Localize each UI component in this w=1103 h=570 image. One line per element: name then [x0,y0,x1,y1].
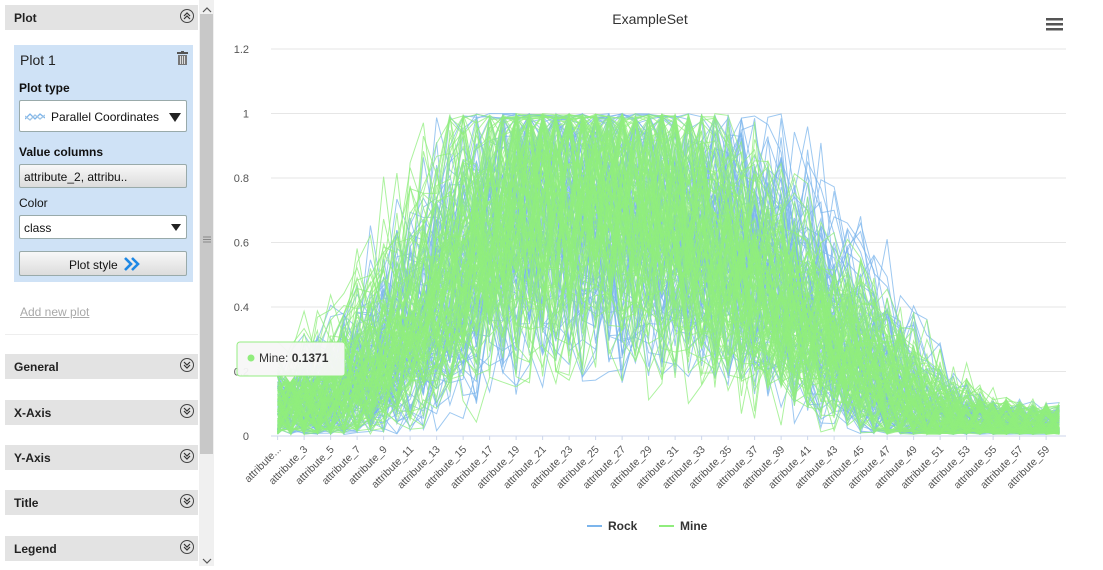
series-line-mine[interactable] [277,114,1060,432]
legend-label-rock: Rock [608,519,638,533]
tooltip-series: Mine [259,351,285,365]
title-section-label: Title [14,496,39,510]
y-tick-label: 1 [243,109,249,121]
expand-icon[interactable] [180,494,194,508]
expand-icon[interactable] [180,404,194,418]
plot-card-title: Plot 1 [20,52,56,68]
value-columns-label: Value columns [19,145,104,159]
scroll-down-icon[interactable] [202,552,212,570]
plot-type-select[interactable]: Parallel Coordinates [19,100,187,132]
series-line-mine[interactable] [277,115,1060,435]
expand-icon[interactable] [180,358,194,372]
series-line-mine[interactable] [277,117,1060,434]
y-tick-label: 0.8 [234,173,249,185]
plot-config-panel: Plot Plot 1 Plot type Parallel Coordinat… [0,0,199,566]
legend-label-mine: Mine [680,519,708,533]
expand-icon[interactable] [180,449,194,463]
plot-style-button[interactable]: Plot style [19,251,187,276]
grip-icon [203,230,211,248]
svg-text:Mine: 0.1371: Mine: 0.1371 [259,351,329,365]
double-chevron-right-icon [123,257,141,276]
series-line-mine[interactable] [277,190,1060,434]
series-line-mine[interactable] [277,113,1060,436]
series-lines [277,112,1060,436]
color-select[interactable]: class [19,215,187,239]
series-line-mine[interactable] [277,136,1060,435]
color-label: Color [19,196,48,210]
collapse-icon[interactable] [180,9,194,23]
general-section-header[interactable]: General [5,354,198,379]
add-new-plot-link[interactable]: Add new plot [20,305,90,319]
y-tick-label: 0.4 [234,302,249,314]
y-tick-label: 0.6 [234,238,249,250]
tooltip: Mine: 0.1371 [236,341,346,384]
value-columns-value: attribute_2, attribu.. [24,170,128,184]
plot-section-header[interactable]: Plot [5,5,198,30]
chart-legend: Rock Mine [587,519,708,533]
series-line-mine[interactable] [277,116,1060,434]
tooltip-separator: : [285,351,292,365]
series-line-mine[interactable] [277,114,1060,435]
series-line-mine[interactable] [277,112,1060,435]
legend-section-header[interactable]: Legend [5,536,198,561]
plot-style-label: Plot style [69,258,118,272]
series-line-mine[interactable] [277,115,1060,434]
plot-card: Plot 1 Plot type Parallel Coordinates Va… [14,45,193,282]
series-line-mine[interactable] [277,114,1060,435]
parallel-coordinates-chart: ExampleSet 00.20.40.60.811.2 attribute..… [234,11,1066,533]
series-line-mine[interactable] [277,113,1060,435]
series-line-mine[interactable] [277,115,1060,435]
tooltip-value: 0.1371 [292,351,329,365]
legend-section-label: Legend [14,542,57,556]
series-line-mine[interactable] [277,112,1060,435]
x-axis: attribute...attribute_3attribute_5attrib… [242,436,1052,491]
expand-icon[interactable] [180,540,194,554]
y-tick-label: 0 [243,431,249,443]
scroll-up-icon[interactable] [202,1,212,19]
divider [5,334,198,335]
scrollbar-thumb[interactable] [200,14,213,454]
chart-title: ExampleSet [612,11,688,27]
series-line-mine[interactable] [277,158,1060,436]
y-axis-section-header[interactable]: Y-Axis [5,445,198,470]
plot-type-value: Parallel Coordinates [51,110,160,124]
x-axis-section-label: X-Axis [14,406,52,420]
plot-type-label: Plot type [19,81,70,95]
y-tick-label: 1.2 [234,44,249,56]
parallel-coordinates-icon [24,110,46,128]
hamburger-menu-icon[interactable] [1046,18,1063,31]
tooltip-dot-icon [247,354,255,362]
value-columns-button[interactable]: attribute_2, attribu.. [19,164,187,188]
plot-section-label: Plot [14,11,37,25]
x-axis-section-header[interactable]: X-Axis [5,400,198,425]
title-section-header[interactable]: Title [5,490,198,515]
y-axis-section-label: Y-Axis [14,451,51,465]
color-value: class [24,221,52,235]
trash-icon[interactable] [177,51,188,70]
legend-item-rock[interactable]: Rock [587,519,638,533]
dropdown-arrow-icon [169,113,181,122]
panel-scrollbar[interactable] [199,0,214,566]
dropdown-arrow-icon [171,224,181,231]
legend-item-mine[interactable]: Mine [659,519,708,533]
series-line-mine[interactable] [277,114,1060,435]
general-section-label: General [14,360,59,374]
y-axis: 00.20.40.60.811.2 [234,44,249,443]
